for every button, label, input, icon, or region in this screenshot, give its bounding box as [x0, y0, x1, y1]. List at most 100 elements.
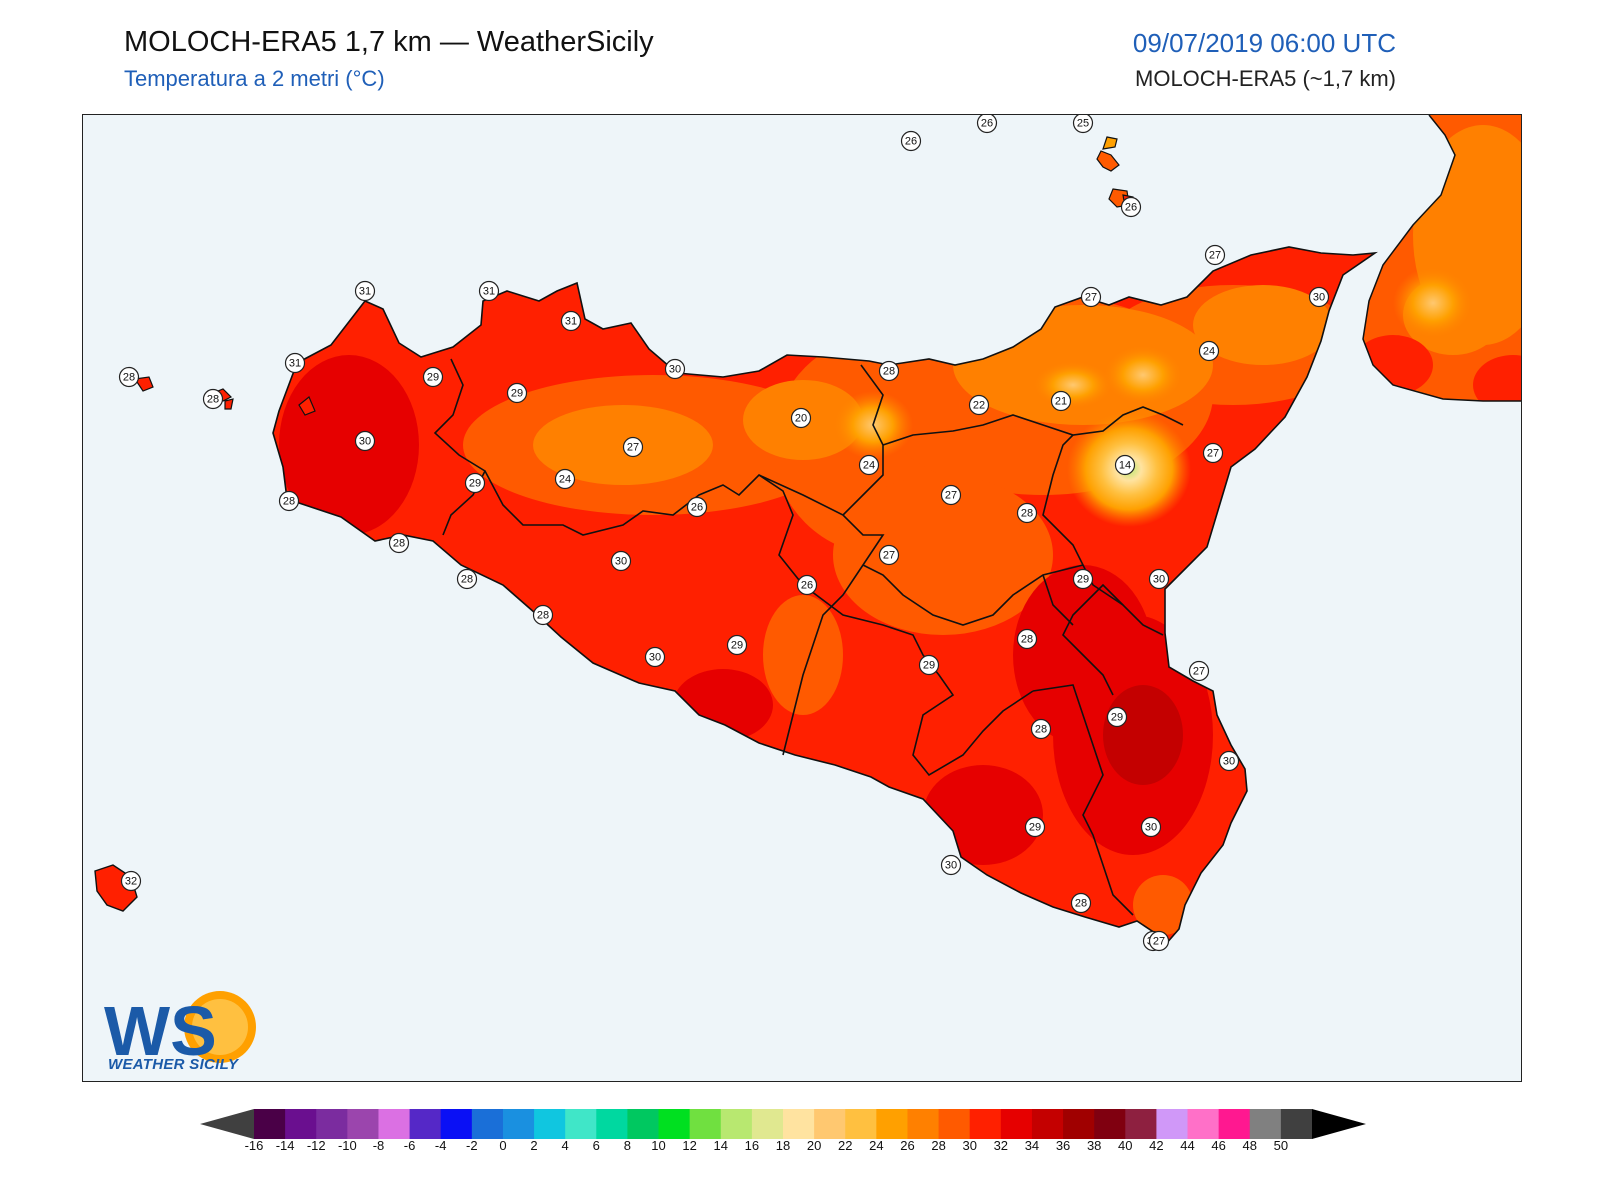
station-marker: 28 — [118, 366, 140, 388]
station-value: 26 — [981, 118, 993, 130]
station-value: 27 — [1085, 292, 1097, 304]
colorbar-tick-label: 20 — [806, 1138, 822, 1153]
colorbar-segment — [1218, 1109, 1251, 1139]
station-marker: 27 — [622, 436, 644, 458]
colorbar-tick-label: 24 — [869, 1138, 884, 1153]
station-marker: 27 — [1148, 930, 1170, 952]
logo-letters: WS — [104, 992, 217, 1070]
colorbar-segment — [1000, 1109, 1033, 1139]
colorbar-segment — [751, 1109, 784, 1139]
station-value: 27 — [883, 550, 895, 562]
colorbar-tick-label: 46 — [1211, 1138, 1226, 1153]
station-marker: 26 — [900, 130, 922, 152]
colorbar-tick-label: 30 — [962, 1138, 977, 1153]
station-value: 28 — [123, 372, 135, 384]
station-marker: 29 — [422, 366, 444, 388]
station-value: 26 — [801, 580, 813, 592]
station-marker: 27 — [1188, 660, 1210, 682]
station-value: 30 — [669, 364, 681, 376]
station-marker: 27 — [1080, 286, 1102, 308]
temperature-map: 26 26 25 26 27 30 27 24 31 31 31 31 28 28 29 29 30 30 28 20… — [83, 115, 1521, 1081]
station-marker: 31 — [354, 280, 376, 302]
colorbar-tick-label: -14 — [275, 1138, 295, 1153]
colorbar-segment — [1187, 1109, 1220, 1139]
station-marker: 28 — [1030, 718, 1052, 740]
station-value: 28 — [1035, 724, 1047, 736]
colorbar-tick-label: 16 — [744, 1138, 760, 1153]
station-value: 27 — [1153, 936, 1165, 948]
colorbar-segment — [845, 1109, 877, 1139]
station-value: 30 — [649, 652, 661, 664]
colorbar-tick-label: 34 — [1024, 1138, 1040, 1153]
station-marker: 30 — [644, 646, 666, 668]
colorbar-segment — [876, 1109, 908, 1139]
station-value: 20 — [795, 413, 807, 425]
colorbar-tick-label: -16 — [244, 1138, 264, 1153]
station-marker: 26 — [686, 496, 708, 518]
colorbar-under-arrow — [200, 1109, 254, 1139]
model-label: MOLOCH-ERA5 (~1,7 km) — [1135, 66, 1396, 91]
station-marker: 27 — [940, 484, 962, 506]
colorbar-tick-label: -6 — [403, 1138, 416, 1153]
station-value: 29 — [923, 660, 935, 672]
station-markers: 26 26 25 26 27 30 27 24 31 31 31 31 28 28 29 29 30 30 28 20… — [118, 115, 1330, 952]
colorbar-tick-label: 8 — [623, 1138, 632, 1153]
calabria-landmass — [1363, 115, 1521, 401]
colorbar-segment — [409, 1109, 442, 1139]
station-marker: 21 — [1050, 390, 1072, 412]
station-marker: 24 — [858, 454, 880, 476]
station-marker: 29 — [726, 634, 748, 656]
station-value: 30 — [1153, 574, 1165, 586]
station-marker: 26 — [976, 115, 998, 134]
colorbar-segment — [814, 1109, 846, 1139]
station-value: 14 — [1119, 460, 1131, 472]
station-marker: 26 — [1120, 196, 1142, 218]
station-marker: 28 — [1016, 502, 1038, 524]
colorbar-tick-label: -8 — [372, 1138, 385, 1153]
station-value: 27 — [945, 490, 957, 502]
station-value: 27 — [1207, 448, 1219, 460]
station-value: 30 — [1145, 822, 1157, 834]
station-marker: 28 — [202, 388, 224, 410]
colorbar-segment — [658, 1109, 691, 1139]
map-title: MOLOCH-ERA5 1,7 km — WeatherSicily — [124, 26, 654, 58]
station-value: 29 — [511, 388, 523, 400]
colorbar-tick-label: 42 — [1149, 1138, 1164, 1153]
colorbar-segment — [689, 1109, 722, 1139]
colorbar-segment — [969, 1109, 1002, 1139]
valid-datetime: 09/07/2019 06:00 UTC — [1132, 28, 1396, 58]
station-marker: 28 — [1016, 628, 1038, 650]
colorbar-tick-label: 44 — [1180, 1138, 1195, 1153]
station-value: 29 — [427, 372, 439, 384]
station-value: 29 — [469, 478, 481, 490]
station-marker: 27 — [1204, 244, 1226, 266]
station-marker: 29 — [464, 472, 486, 494]
station-marker: 30 — [610, 550, 632, 572]
station-value: 28 — [461, 574, 473, 586]
colorbar-tick-label: 28 — [931, 1138, 946, 1153]
station-marker: 30 — [664, 358, 686, 380]
colorbar-tick-label: 14 — [713, 1138, 728, 1153]
colorbar-ticks: -16 -14 -12 -10 -8 -6 -4 -2 0 2 4 6 8 10 12 14 16 18 20 22 2… — [0, 1138, 1600, 1158]
station-value: 24 — [1203, 346, 1215, 358]
station-value: 28 — [207, 394, 219, 406]
colorbar-tick-label: 10 — [651, 1138, 666, 1153]
weathersicily-logo: WS — [104, 991, 256, 1070]
station-marker: 24 — [1198, 340, 1220, 362]
colorbar-tick-label: 48 — [1242, 1138, 1257, 1153]
station-value: 28 — [537, 610, 549, 622]
colorbar-segment — [565, 1109, 597, 1139]
colorbar-tick-label: 22 — [838, 1138, 853, 1153]
station-marker: 28 — [456, 568, 478, 590]
station-marker: 26 — [796, 574, 818, 596]
station-marker: 30 — [1140, 816, 1162, 838]
station-value: 30 — [615, 556, 627, 568]
station-marker: 27 — [1202, 442, 1224, 464]
colorbar-tick-label: 40 — [1118, 1138, 1133, 1153]
colorbar-segment — [347, 1109, 379, 1139]
station-marker: 28 — [1070, 892, 1092, 914]
colorbar-segment — [378, 1109, 411, 1139]
colorbar-tick-label: 32 — [993, 1138, 1009, 1153]
station-value: 30 — [1223, 756, 1235, 768]
colorbar-segment — [471, 1109, 504, 1139]
